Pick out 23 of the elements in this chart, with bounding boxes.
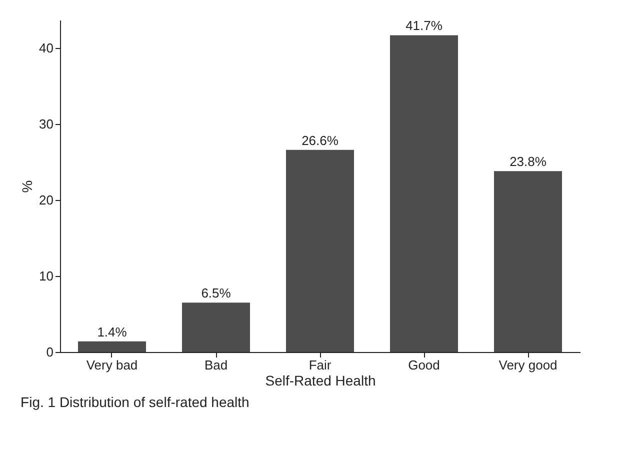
- y-tick-label: 10: [39, 268, 54, 284]
- y-tick-label: 20: [39, 192, 54, 208]
- x-tick-label: Very bad: [86, 358, 138, 372]
- data-label: 26.6%: [302, 132, 339, 148]
- y-axis-title: %: [19, 180, 36, 193]
- bar: [390, 35, 458, 352]
- x-tick-label: Very good: [498, 358, 558, 372]
- x-tick-label: Bad: [204, 358, 228, 372]
- y-tick-label: 40: [39, 40, 54, 56]
- bar: [494, 171, 562, 352]
- x-tick-label: Good: [408, 358, 440, 372]
- data-label: 23.8%: [510, 154, 547, 170]
- data-label: 6.5%: [201, 286, 232, 301]
- y-tick-label: 0: [46, 344, 54, 360]
- caption: Fig. 1 Distribution of self-rated health: [20, 394, 250, 410]
- bar: [286, 150, 354, 352]
- data-label: 1.4%: [97, 324, 128, 340]
- bar: [78, 341, 146, 352]
- x-tick-label: Fair: [308, 358, 332, 372]
- y-tick-label: 30: [39, 116, 54, 132]
- bar: [182, 302, 250, 352]
- x-axis-title: Self-Rated Health: [265, 372, 376, 388]
- data-label: 41.7%: [406, 18, 443, 34]
